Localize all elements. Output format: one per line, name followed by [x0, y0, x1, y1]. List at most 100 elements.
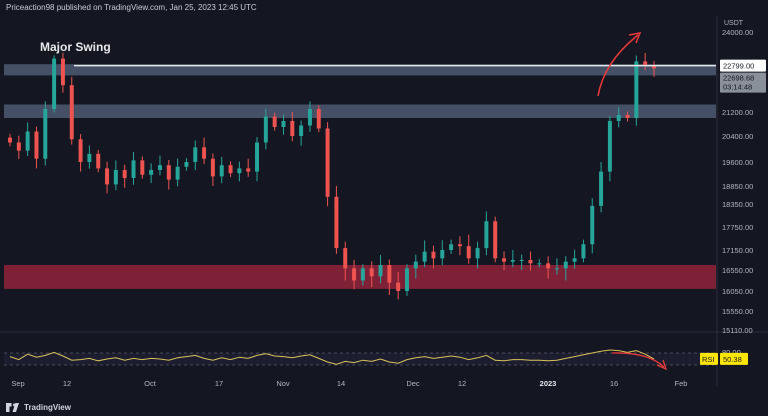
- candle: [210, 153, 215, 186]
- time-tick-label: 12: [458, 379, 466, 388]
- time-tick-label: Oct: [144, 379, 157, 388]
- candle: [449, 239, 454, 254]
- candle: [272, 112, 277, 131]
- candle-body: [396, 282, 401, 291]
- candle: [378, 255, 383, 284]
- candle: [431, 245, 436, 269]
- candle-body: [131, 160, 136, 178]
- candle: [352, 259, 357, 290]
- tradingview-logo-icon: [6, 402, 19, 412]
- candle: [563, 256, 568, 281]
- candle: [78, 134, 83, 172]
- candle: [263, 108, 268, 150]
- candle-body: [96, 153, 101, 169]
- candle-body: [652, 65, 656, 69]
- candle-body: [378, 265, 383, 277]
- candle: [60, 52, 65, 93]
- swing-price-tag-label: 22799.00: [723, 62, 754, 71]
- resistance-zone-lower: [4, 104, 716, 118]
- candle: [281, 114, 286, 135]
- candle-body: [219, 165, 224, 177]
- price-chart[interactable]: USDT24000.0022000.0021200.0020400.001960…: [0, 16, 768, 400]
- candle-body: [105, 168, 110, 185]
- candle: [87, 145, 92, 169]
- price-grid: [0, 16, 768, 386]
- candle-body: [449, 244, 454, 250]
- candle-body: [166, 165, 171, 180]
- candle: [131, 152, 136, 185]
- candle-body: [387, 265, 392, 283]
- candle: [581, 239, 586, 263]
- candle-body: [466, 246, 471, 259]
- candle-body: [43, 109, 48, 159]
- candle-body: [8, 137, 12, 143]
- candle-body: [502, 258, 507, 262]
- candle: [343, 241, 348, 281]
- candles: [8, 52, 656, 300]
- candle: [493, 216, 498, 263]
- price-tick-label: 20400.00: [722, 132, 753, 141]
- candle-body: [519, 260, 524, 261]
- candle: [360, 264, 365, 286]
- candle: [113, 160, 118, 191]
- candle: [219, 156, 224, 184]
- price-tick-label: 16550.00: [722, 266, 753, 275]
- candle: [149, 163, 154, 183]
- price-tick-label: 19600.00: [722, 158, 753, 167]
- candle: [334, 186, 339, 254]
- price-tick-label: 21200.00: [722, 108, 753, 117]
- candle: [8, 133, 12, 147]
- candle: [246, 158, 251, 177]
- candle: [405, 264, 409, 296]
- candle-body: [405, 268, 409, 291]
- candle: [16, 135, 21, 159]
- time-axis: Sep 12 Oct 17 Nov 14 Dec 12 2023 16 Feb: [11, 379, 687, 388]
- candle-body: [69, 85, 74, 140]
- chart-title: Major Swing: [40, 40, 111, 54]
- candle-body: [202, 147, 207, 159]
- candle-body: [457, 244, 462, 247]
- candle-body: [16, 142, 21, 151]
- candle-body: [25, 131, 30, 151]
- candle: [299, 120, 304, 146]
- candle-body: [263, 116, 268, 143]
- price-zones: [4, 64, 716, 289]
- swing-price-tag: [720, 59, 766, 72]
- candle: [475, 241, 480, 269]
- candle-body: [122, 170, 127, 178]
- candle-body: [78, 139, 83, 162]
- candle: [502, 251, 507, 271]
- candle-body: [643, 61, 648, 66]
- countdown-label: 03:14:48: [723, 83, 752, 92]
- price-axis-unit: USDT: [724, 20, 744, 27]
- candle: [413, 254, 418, 279]
- candle-body: [184, 162, 189, 167]
- rsi-tick-label: 80.00: [722, 348, 741, 357]
- candle: [228, 161, 233, 178]
- time-tick-label: 16: [610, 379, 618, 388]
- candle-body: [255, 142, 259, 172]
- time-tick-label: Sep: [11, 379, 24, 388]
- candle-body: [157, 165, 162, 170]
- breakout-arrow-head: [628, 32, 642, 44]
- candle: [466, 234, 471, 264]
- time-tick-label: 2023: [540, 379, 557, 388]
- candle-body: [307, 109, 312, 126]
- candle-body: [599, 171, 604, 206]
- chart-area[interactable]: USDT24000.0022000.0021200.0020400.001960…: [0, 16, 768, 400]
- candle: [519, 254, 524, 270]
- rsi-value-label: 50.38: [723, 355, 742, 364]
- candle-body: [528, 260, 533, 264]
- candle-body: [484, 221, 489, 249]
- rsi-name-label: RSI: [702, 355, 715, 364]
- candle-body: [34, 131, 39, 159]
- rsi-band: [4, 353, 716, 365]
- candle: [440, 240, 445, 266]
- candle-body: [299, 125, 304, 136]
- candle: [69, 76, 74, 145]
- time-tick-label: 12: [63, 379, 71, 388]
- candle: [43, 101, 48, 166]
- candle-body: [237, 168, 242, 174]
- candle-body: [87, 153, 92, 162]
- candle: [484, 211, 489, 256]
